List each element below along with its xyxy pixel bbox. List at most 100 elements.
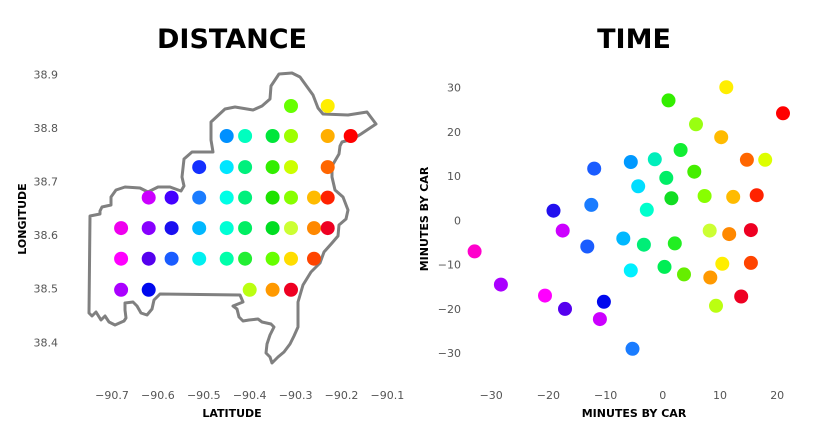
- time-point-18: [584, 197, 599, 212]
- distance-y-tick-label: 38.5: [34, 283, 59, 296]
- distance-point-30: [284, 221, 298, 236]
- time-point-6: [587, 161, 602, 176]
- time-point-43: [625, 341, 640, 356]
- distance-point-12: [284, 160, 298, 175]
- distance-point-31: [307, 221, 321, 236]
- distance-point-7: [343, 129, 358, 143]
- time-point-39: [558, 301, 572, 316]
- distance-point-38: [238, 251, 253, 266]
- time-point-36: [493, 277, 508, 292]
- time-point-37: [538, 288, 552, 303]
- time-y-tick-label: 20: [447, 126, 461, 139]
- distance-point-20: [284, 190, 298, 205]
- distance-point-26: [192, 221, 207, 236]
- distance-point-21: [307, 190, 321, 205]
- distance-point-41: [307, 251, 321, 266]
- time-point-35: [703, 270, 718, 285]
- time-x-tick-label: 0: [659, 389, 666, 402]
- distance-point-37: [219, 251, 234, 266]
- distance-x-tick-label: −90.5: [187, 389, 221, 402]
- distance-y-tick-label: 38.9: [34, 68, 59, 81]
- time-points: [467, 80, 790, 356]
- distance-x-tick-label: −90.2: [325, 389, 359, 402]
- time-x-axis-label: MINUTES BY CAR: [582, 407, 687, 420]
- time-y-tick-label: 0: [454, 214, 461, 227]
- distance-points: [114, 99, 358, 297]
- distance-point-9: [219, 160, 234, 175]
- distance-point-14: [141, 190, 156, 205]
- time-point-5: [673, 143, 688, 157]
- time-point-10: [758, 152, 773, 167]
- time-point-42: [592, 312, 607, 327]
- time-point-19: [546, 203, 561, 218]
- time-point-30: [623, 263, 638, 278]
- time-x-tick-label: −30: [480, 389, 503, 402]
- time-point-40: [734, 289, 749, 304]
- distance-point-36: [192, 251, 207, 266]
- time-point-27: [743, 223, 758, 238]
- time-point-34: [743, 255, 758, 270]
- time-title: TIME: [597, 24, 671, 55]
- distance-point-22: [320, 190, 335, 205]
- time-point-16: [726, 189, 741, 204]
- time-y-axis-label: MINUTES BY CAR: [418, 166, 431, 271]
- distance-x-tick-label: −90.6: [141, 389, 175, 402]
- distance-point-43: [141, 282, 156, 297]
- time-point-17: [749, 188, 764, 203]
- time-point-2: [776, 106, 790, 121]
- distance-point-10: [238, 160, 253, 175]
- time-point-13: [631, 179, 646, 194]
- distance-point-13: [320, 160, 335, 175]
- time-y-tick-label: −30: [438, 347, 461, 360]
- time-point-24: [667, 236, 682, 251]
- time-panel: TIME −30 −20 −10 0 10 20 −30 −20 −10 0 10 20 30 MIN…: [418, 24, 790, 420]
- time-point-0: [719, 80, 734, 95]
- distance-point-2: [219, 129, 234, 143]
- time-y-tick-labels: −30 −20 −10 0 10 20 30: [438, 82, 461, 361]
- distance-point-24: [141, 221, 156, 236]
- distance-point-0: [284, 99, 298, 113]
- time-x-tick-label: −20: [537, 389, 560, 402]
- distance-point-23: [114, 221, 129, 236]
- distance-point-42: [114, 282, 129, 297]
- distance-point-40: [284, 251, 298, 266]
- time-point-20: [639, 202, 654, 217]
- distance-title: DISTANCE: [157, 24, 307, 55]
- distance-point-33: [114, 251, 129, 266]
- distance-point-11: [265, 160, 280, 175]
- time-y-tick-label: −10: [438, 259, 461, 272]
- distance-point-19: [265, 190, 280, 205]
- distance-point-32: [320, 221, 335, 236]
- time-point-23: [636, 237, 651, 252]
- region-outline-map: [87, 71, 378, 365]
- distance-point-16: [192, 190, 207, 205]
- time-point-11: [687, 164, 702, 179]
- time-point-25: [702, 223, 717, 238]
- time-point-29: [467, 244, 482, 259]
- distance-point-18: [238, 190, 253, 205]
- time-point-22: [616, 231, 631, 246]
- distance-point-6: [320, 129, 335, 143]
- time-point-38: [596, 294, 611, 309]
- time-y-tick-label: 30: [447, 82, 461, 95]
- time-point-4: [714, 130, 729, 145]
- distance-point-3: [238, 129, 253, 143]
- distance-point-46: [284, 282, 298, 297]
- distance-point-17: [219, 190, 234, 205]
- time-point-32: [677, 267, 691, 282]
- time-point-21: [555, 223, 570, 238]
- distance-point-28: [238, 221, 253, 236]
- distance-point-45: [265, 282, 280, 297]
- distance-point-44: [242, 282, 257, 297]
- distance-x-tick-label: −90.7: [95, 389, 129, 402]
- time-point-3: [689, 117, 703, 132]
- distance-point-35: [164, 251, 179, 266]
- time-point-28: [580, 239, 595, 254]
- distance-point-8: [192, 160, 207, 175]
- distance-point-34: [141, 251, 156, 266]
- distance-x-tick-label: −90.1: [371, 389, 405, 402]
- distance-x-tick-label: −90.3: [279, 389, 313, 402]
- distance-y-tick-labels: 38.4 38.5 38.6 38.7 38.8 38.9: [34, 68, 59, 349]
- time-y-tick-label: −20: [438, 303, 461, 316]
